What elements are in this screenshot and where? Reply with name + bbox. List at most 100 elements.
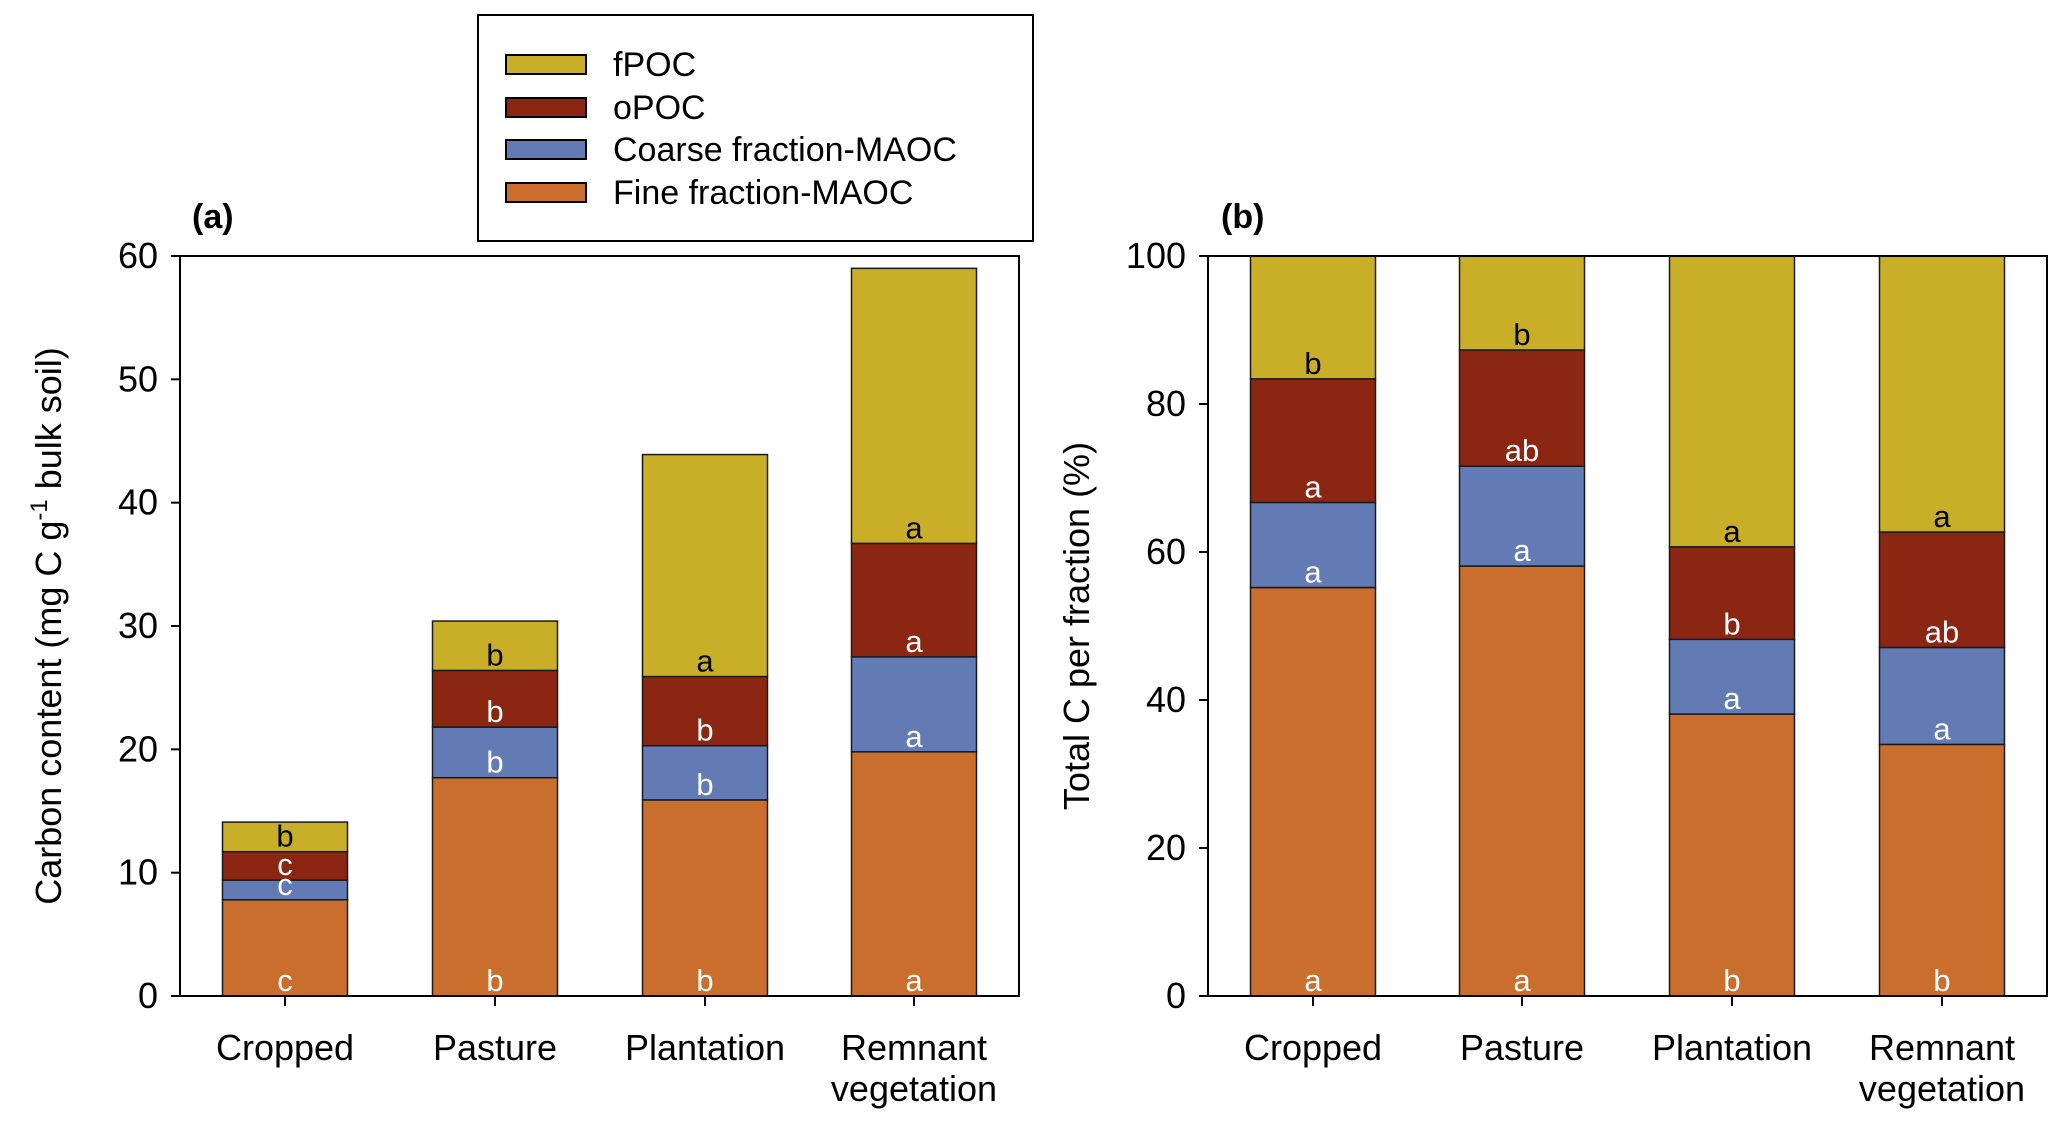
y-tick-label: 30 [118, 605, 158, 646]
bar-segment-remnant-vegetation-coarse-fraction-maoc [1878, 646, 2006, 746]
significance-letter: b [486, 637, 503, 672]
y-tick-label: 40 [118, 482, 158, 523]
legend-swatch-fpoc [505, 54, 587, 75]
bar-segment-remnant-vegetation-opoc [850, 542, 978, 658]
bar-segment-cropped-fine-fraction-maoc [221, 899, 349, 997]
bar-segment-pasture-opoc [431, 669, 559, 728]
bar-segment-plantation-fine-fraction-maoc [1668, 713, 1796, 997]
significance-letter: b [696, 767, 713, 802]
bar-segment-plantation-fpoc [641, 453, 769, 678]
significance-letter: a [905, 963, 923, 998]
x-tick-label: Cropped [1244, 1027, 1382, 1068]
bar-segment-remnant-vegetation-fpoc [1878, 255, 2006, 533]
panel-a-y-axis-title: Carbon content (mg C g-1 bulk soil) [26, 347, 69, 905]
legend: fPOC oPOC Coarse fraction-MAOC Fine frac… [477, 14, 1034, 242]
legend-label-coarse-maoc: Coarse fraction-MAOC [613, 131, 957, 169]
significance-letter: b [1723, 963, 1740, 998]
panel-a-x-ticks: Cropped Pasture Plantation Remnantvegetatio… [216, 996, 997, 1109]
significance-letter: a [1723, 681, 1741, 716]
significance-letter: b [696, 963, 713, 998]
legend-label-opoc: oPOC [613, 89, 706, 127]
significance-letter: b [486, 745, 503, 780]
significance-letter: ab [1505, 433, 1539, 468]
significance-letter: c [277, 867, 293, 902]
significance-letter: b [486, 963, 503, 998]
significance-letter: a [1933, 711, 1951, 746]
legend-label-fpoc: fPOC [613, 46, 696, 84]
bar-segment-remnant-vegetation-fine-fraction-maoc [1878, 743, 2006, 997]
panel-b-x-ticks: Cropped Pasture Plantation Remnantvegetatio… [1244, 996, 2025, 1109]
bar-segment-remnant-vegetation-opoc [1878, 531, 2006, 649]
significance-letter: b [696, 713, 713, 748]
bar-segment-plantation-opoc [641, 675, 769, 747]
panel-b-y-axis-title: Total C per fraction (%) [1056, 442, 1097, 810]
y-tick-label: 80 [1146, 383, 1186, 424]
significance-letter: b [1513, 317, 1530, 352]
panel-b-frame [1207, 255, 2048, 997]
bar-segment-pasture-fine-fraction-maoc [1458, 565, 1586, 997]
bar-segment-pasture-opoc [1458, 349, 1586, 467]
bar-segment-plantation-fpoc [1668, 255, 1796, 548]
panel-b-y-ticks: 0 20 40 60 80 100 [1126, 235, 1208, 1016]
x-tick-label: Remnant [1869, 1027, 2015, 1068]
significance-letter: b [486, 694, 503, 729]
x-tick-label-line2: vegetation [831, 1068, 997, 1109]
significance-letter: a [1304, 963, 1322, 998]
significance-letter: a [1933, 499, 1951, 534]
panel-a-label: (a) [192, 198, 234, 236]
significance-letter: a [1304, 469, 1322, 504]
bar-segment-pasture-fpoc [1458, 255, 1586, 351]
bar-segment-cropped-opoc [221, 850, 349, 881]
significance-letter: b [276, 819, 293, 854]
significance-letter: c [277, 847, 293, 882]
x-tick-label: Plantation [1652, 1027, 1812, 1068]
significance-letter: ab [1925, 614, 1959, 649]
panel-b-label: (b) [1221, 198, 1264, 236]
x-tick-label: Pasture [433, 1027, 557, 1068]
x-tick-label-line2: vegetation [1859, 1068, 2025, 1109]
panel-a-y-ticks: 0 10 20 30 40 50 60 [118, 235, 180, 1016]
legend-swatch-coarse-maoc [505, 139, 587, 160]
bar-segment-pasture-coarse-fraction-maoc [431, 726, 559, 779]
y-tick-label: 100 [1126, 235, 1186, 276]
bar-segment-cropped-coarse-fraction-maoc [1249, 501, 1377, 589]
x-tick-label: Plantation [625, 1027, 785, 1068]
y-tick-label: 60 [1146, 531, 1186, 572]
x-tick-label: Remnant [841, 1027, 987, 1068]
significance-letter: a [1513, 963, 1531, 998]
significance-letter: a [696, 644, 714, 679]
significance-letter: a [1723, 514, 1741, 549]
panel-a-bars [221, 267, 978, 997]
bar-segment-remnant-vegetation-fine-fraction-maoc [850, 751, 978, 997]
legend-swatch-fine-maoc [505, 182, 587, 203]
x-tick-label: Pasture [1460, 1027, 1584, 1068]
bar-segment-pasture-coarse-fraction-maoc [1458, 465, 1586, 567]
legend-swatch-opoc [505, 97, 587, 118]
y-tick-label: 60 [118, 235, 158, 276]
significance-letter: c [277, 963, 293, 998]
x-tick-label: Cropped [216, 1027, 354, 1068]
y-tick-label: 0 [138, 975, 158, 1016]
significance-letter: a [905, 719, 923, 754]
significance-letter: a [905, 624, 923, 659]
bar-segment-plantation-fine-fraction-maoc [641, 799, 769, 997]
significance-letter: b [1723, 606, 1740, 641]
bar-segment-remnant-vegetation-coarse-fraction-maoc [850, 656, 978, 753]
panel-a: (a) Carbon content (mg C g-1 bulk soil) … [26, 198, 1020, 1109]
y-tick-label: 10 [118, 852, 158, 893]
y-tick-label: 20 [118, 728, 158, 769]
significance-letter: a [1304, 555, 1322, 590]
significance-letter: a [905, 510, 923, 545]
significance-letter: a [1513, 533, 1531, 568]
bar-segment-plantation-coarse-fraction-maoc [1668, 638, 1796, 715]
bar-segment-cropped-fine-fraction-maoc [1249, 586, 1377, 997]
y-tick-label: 50 [118, 358, 158, 399]
panel-b-bars [1249, 255, 2006, 997]
significance-letter: b [1304, 346, 1321, 381]
y-tick-label: 0 [1166, 975, 1186, 1016]
y-tick-label: 20 [1146, 827, 1186, 868]
significance-letter: b [1933, 963, 1950, 998]
